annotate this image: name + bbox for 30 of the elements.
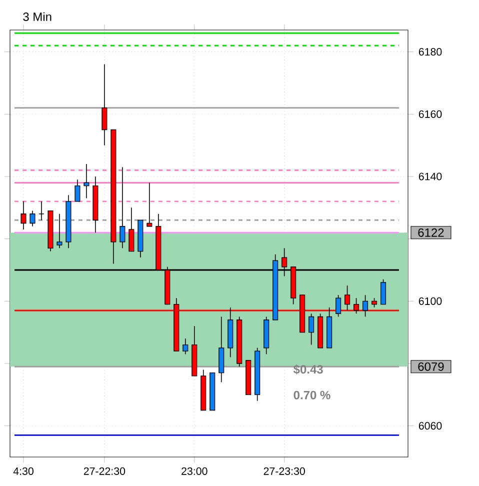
candlestick: [56, 213, 62, 249]
candlestick: [120, 166, 126, 249]
x-tick-label: 27-22:30: [84, 467, 126, 475]
candlestick: [84, 164, 90, 199]
candlestick: [182, 338, 188, 355]
candlestick: [146, 182, 152, 227]
y-tick-label: 6160: [418, 110, 442, 118]
candlestick: [74, 179, 80, 202]
annotation: $0.43: [293, 364, 323, 374]
candlestick: [362, 294, 368, 318]
ref-line-label: 6122: [418, 228, 444, 237]
candlestick: [128, 207, 134, 252]
candlestick: [20, 201, 26, 230]
candlestick: [380, 278, 386, 305]
candlestick: [336, 294, 342, 318]
ref-line-label: 6079: [418, 362, 444, 371]
y-tick-label: 6140: [418, 172, 442, 180]
candlestick: [102, 64, 108, 146]
x-tick-label: 4:30: [13, 467, 34, 475]
y-tick-label: 6060: [418, 422, 442, 430]
y-tick-label: 6100: [418, 297, 442, 305]
candlestick: [30, 210, 36, 227]
x-tick-label: 27-23:30: [264, 467, 305, 475]
annotation: 0.70 %: [294, 390, 330, 400]
candlestick: [308, 313, 314, 346]
candlestick: [38, 201, 44, 221]
x-tick-label: 23:00: [182, 467, 208, 475]
y-tick-label: 6180: [418, 48, 442, 56]
candlestick: [372, 298, 378, 308]
chart-title: 3 Min: [23, 12, 52, 22]
